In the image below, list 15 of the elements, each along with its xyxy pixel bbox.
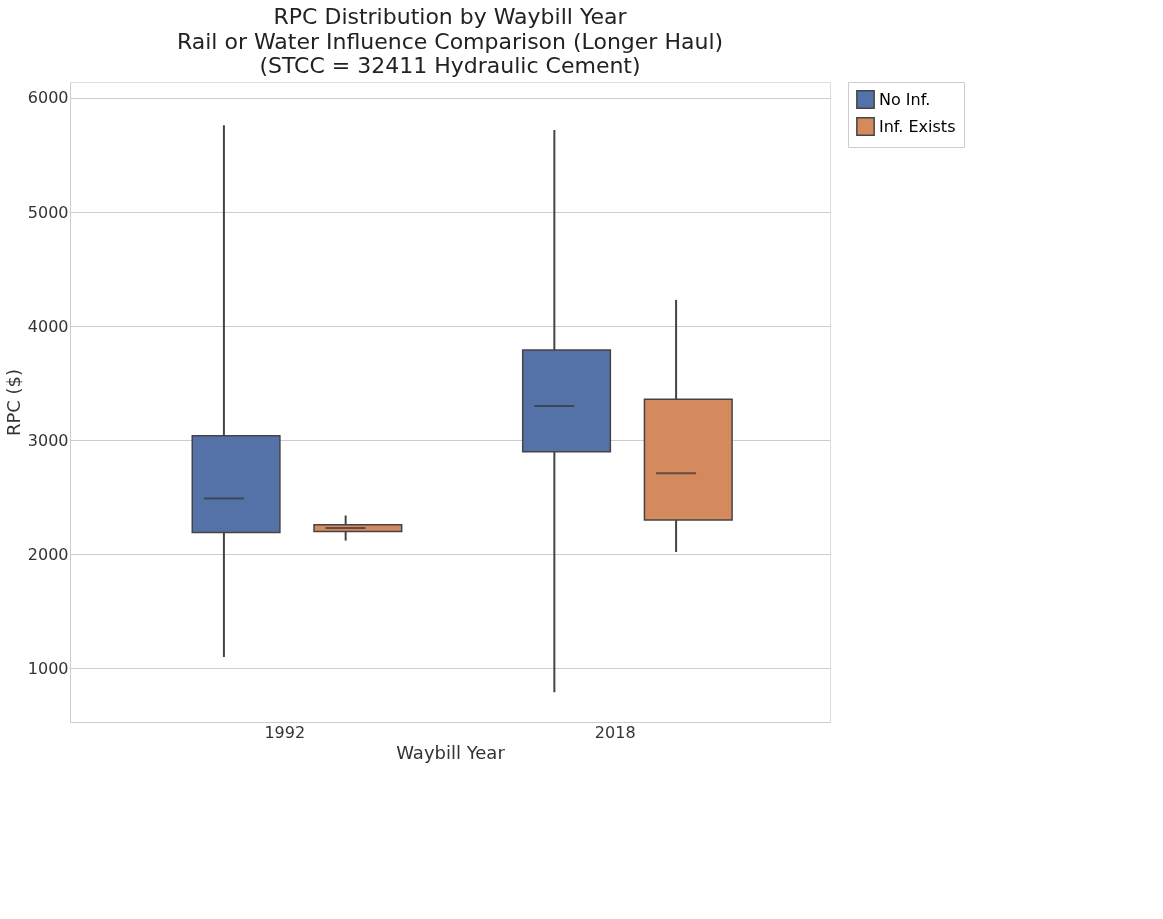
text: (STCC = 32411 Hydraulic Cement) bbox=[259, 52, 641, 78]
y-tick-label: 4000 bbox=[27, 316, 69, 336]
text: Rail or Water Influence Comparison (Longer Haul) bbox=[176, 28, 724, 54]
y-tick-label: 5000 bbox=[27, 202, 69, 222]
chart-title: RPC Distribution by Waybill Year bbox=[273, 3, 628, 29]
y-tick-label: 1000 bbox=[27, 658, 69, 678]
y-axis-title: RPC ($) bbox=[2, 368, 24, 437]
x-tick-label: 1992 bbox=[264, 722, 306, 742]
y-tick-label: 2000 bbox=[27, 544, 69, 564]
x-tick-label: 2018 bbox=[594, 722, 636, 742]
legend-label: Inf. Exists bbox=[879, 116, 956, 136]
y-tick-label: 3000 bbox=[27, 430, 69, 450]
legend-label: No Inf. bbox=[879, 89, 931, 109]
y-tick-label: 6000 bbox=[27, 88, 69, 108]
x-axis-title: Waybill Year bbox=[396, 741, 506, 763]
